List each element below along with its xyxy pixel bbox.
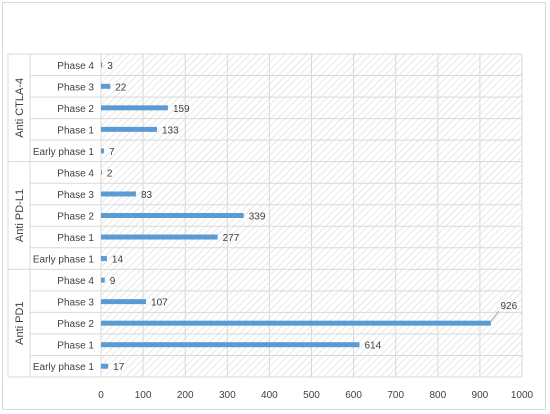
category-label: Phase 1 xyxy=(57,125,94,136)
bar xyxy=(101,126,157,132)
data-label: 9 xyxy=(110,276,116,287)
data-label: 2 xyxy=(107,168,113,179)
category-label: Early phase 1 xyxy=(33,255,95,266)
data-label: 339 xyxy=(249,212,266,223)
data-label: 22 xyxy=(115,82,127,93)
group-label: Anti CTLA-4 xyxy=(14,78,26,138)
x-tick-label: 500 xyxy=(303,390,320,401)
x-tick-label: 800 xyxy=(429,390,446,401)
data-label: 159 xyxy=(173,104,190,115)
data-label: 277 xyxy=(223,233,240,244)
data-label: 926 xyxy=(501,301,518,312)
category-label: Phase 3 xyxy=(57,298,94,309)
category-label: Phase 4 xyxy=(57,61,94,72)
bar xyxy=(101,105,168,111)
bar xyxy=(101,256,107,262)
bar xyxy=(101,148,104,154)
data-label: 133 xyxy=(162,125,179,136)
category-label: Phase 4 xyxy=(57,168,94,179)
category-label: Phase 3 xyxy=(57,82,94,93)
group-label: Anti PD1 xyxy=(14,301,26,344)
bar xyxy=(101,342,360,348)
data-label: 614 xyxy=(364,341,381,352)
category-label: Phase 1 xyxy=(57,341,94,352)
bar xyxy=(101,277,105,283)
data-label: 83 xyxy=(141,190,153,201)
category-label: Phase 2 xyxy=(57,104,94,115)
data-label: 3 xyxy=(107,61,113,72)
bar xyxy=(101,299,147,305)
bar xyxy=(101,191,136,197)
bar xyxy=(101,320,491,326)
data-label-leader xyxy=(490,310,500,322)
data-label: 14 xyxy=(112,255,124,266)
bar xyxy=(101,213,244,218)
category-label: Phase 3 xyxy=(57,190,94,201)
x-tick-label: 700 xyxy=(387,390,404,401)
x-tick-label: 900 xyxy=(472,390,489,401)
category-label: Phase 1 xyxy=(57,233,94,244)
bar xyxy=(101,363,109,369)
x-tick-label: 200 xyxy=(177,390,194,401)
bar xyxy=(101,234,218,240)
x-tick-label: 100 xyxy=(135,390,152,401)
x-tick-label: 1000 xyxy=(511,390,534,401)
x-tick-label: 300 xyxy=(219,390,236,401)
category-label: Early phase 1 xyxy=(33,362,95,373)
group-label: Anti PD-L1 xyxy=(14,189,26,242)
data-label: 107 xyxy=(151,298,168,309)
x-tick-label: 600 xyxy=(345,390,362,401)
bar xyxy=(101,169,102,175)
bar xyxy=(101,83,111,89)
category-label: Phase 4 xyxy=(57,276,94,287)
x-tick-label: 400 xyxy=(261,390,278,401)
x-tick-label: 0 xyxy=(98,390,104,401)
category-label: Phase 2 xyxy=(57,212,94,223)
bar xyxy=(101,62,103,68)
data-label: 7 xyxy=(109,147,115,158)
data-label: 17 xyxy=(113,362,125,373)
category-label: Phase 2 xyxy=(57,319,94,330)
category-label: Early phase 1 xyxy=(33,147,95,158)
